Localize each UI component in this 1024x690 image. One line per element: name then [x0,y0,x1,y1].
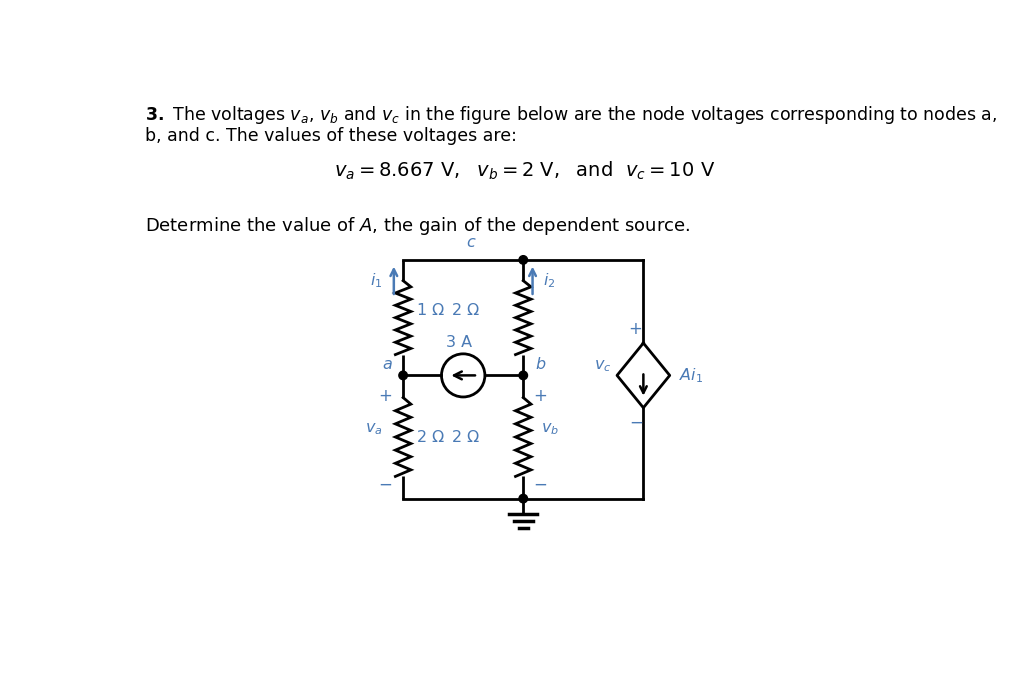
Text: $2\ \Omega$: $2\ \Omega$ [452,429,480,445]
Text: $-$: $-$ [378,474,392,492]
Text: $v_c$: $v_c$ [594,358,611,374]
Text: +: + [534,387,547,405]
Text: +: + [629,320,643,338]
Text: $-$: $-$ [534,474,548,492]
Text: +: + [378,387,392,405]
Text: $\mathbf{3.}$ The voltages $v_a$, $v_b$ and $v_c$ in the figure below are the no: $\mathbf{3.}$ The voltages $v_a$, $v_b$ … [145,104,997,126]
Text: $v_a = 8.667\ \mathrm{V},\ \ v_b = 2\ \mathrm{V},\ \ \mathrm{and}\ \ v_c = 10\ \: $v_a = 8.667\ \mathrm{V},\ \ v_b = 2\ \m… [334,160,716,182]
Text: $1\ \Omega$: $1\ \Omega$ [416,302,444,318]
Text: $Ai_1$: $Ai_1$ [679,366,703,385]
Text: $-$: $-$ [629,413,643,431]
Circle shape [519,494,527,503]
Text: b: b [536,357,546,372]
Text: $v_b$: $v_b$ [542,422,559,437]
Text: $2\ \Omega$: $2\ \Omega$ [416,429,444,445]
Text: Determine the value of $A$, the gain of the dependent source.: Determine the value of $A$, the gain of … [145,215,690,237]
Text: $v_a$: $v_a$ [365,422,382,437]
Text: 3 A: 3 A [446,335,472,350]
Text: $i_1$: $i_1$ [370,271,382,290]
Circle shape [399,371,408,380]
Text: b, and c. The values of these voltages are:: b, and c. The values of these voltages a… [145,128,517,146]
Text: $2\ \Omega$: $2\ \Omega$ [452,302,480,318]
Text: a: a [382,357,392,372]
Text: c: c [467,235,475,250]
Circle shape [519,371,527,380]
Text: $i_2$: $i_2$ [543,271,555,290]
Circle shape [519,256,527,264]
